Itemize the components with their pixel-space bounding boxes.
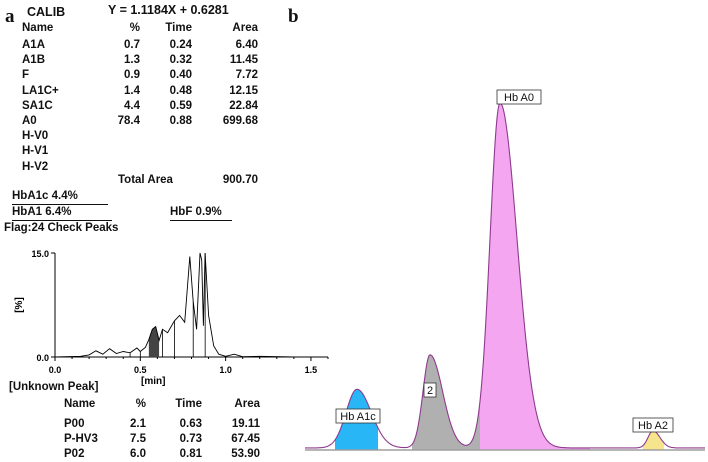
table-cell-name: A1B (22, 54, 46, 67)
peak-label-text: Hb A2 (638, 420, 668, 432)
peak-label-text: Hb A0 (504, 92, 534, 104)
header-name: Name (22, 22, 54, 34)
peak-fill-1 (412, 354, 480, 450)
calibration-report: CALIB Y = 1.1184X + 0.6281 Name % Time A… (0, 0, 290, 460)
header-pct: % (129, 22, 140, 34)
table-cell-area: 7.72 (235, 69, 258, 82)
x-tick-label: 1.0 (219, 365, 232, 375)
table-cell-pct: 4.4 (124, 99, 140, 112)
peak-label-2: Hb A0 (496, 89, 542, 105)
unknown-cell-name: P-HV3 (64, 433, 98, 445)
peak-label-text: 2 (427, 385, 433, 397)
table-cell-name: A1A (22, 39, 46, 51)
x-axis-label: [min] (141, 376, 165, 387)
total-area-value: 900.70 (222, 174, 258, 186)
unknown-cell-pct: 6.0 (130, 448, 146, 460)
unknown-cell-pct: 7.5 (130, 433, 146, 445)
header-area: Area (232, 22, 258, 34)
peak-label-box (423, 382, 437, 398)
peak-label-box (496, 89, 542, 105)
sa1c-peak-fill (148, 326, 160, 357)
panel-b-letter: b (288, 6, 299, 27)
table-cell-pct: 0.7 (124, 39, 140, 51)
table-cell-pct: 0.9 (124, 69, 140, 82)
unknown-cell-time: 0.63 (179, 418, 202, 430)
x-tick-label: 0.5 (134, 365, 147, 375)
table-cell-name: LA1C+ (22, 84, 59, 97)
hba1-result: HbA1 6.4% (12, 205, 112, 221)
y-axis-label: [%] (14, 297, 25, 313)
unknown-header-area: Area (234, 398, 260, 410)
hbf-result: HbF 0.9% (170, 205, 232, 221)
table-cell-area: 11.45 (229, 54, 258, 67)
unknown-cell-name: P02 (64, 448, 85, 460)
unknown-peak-label: [Unknown Peak] (9, 381, 99, 393)
unknown-header-time: Time (175, 398, 202, 410)
y-tick-label: 0.0 (36, 353, 49, 363)
peak-label-box (335, 408, 381, 424)
peak-label-0: Hb A1c (335, 408, 381, 424)
table-cell-name: F (22, 69, 30, 82)
table-cell-time: 0.40 (169, 69, 192, 82)
panel-a-letter: a (5, 6, 15, 27)
peak-label-1: 2 (423, 382, 437, 398)
unknown-cell-pct: 2.1 (130, 418, 146, 430)
flag-text: Flag:24 Check Peaks (4, 222, 119, 234)
peak-label-box (632, 417, 674, 433)
chromatogram-line (54, 252, 328, 358)
x-tick-label: 1.5 (305, 365, 318, 375)
table-cell-pct: 1.4 (124, 84, 140, 97)
table-cell-time: 0.88 (169, 115, 192, 127)
unknown-header-name: Name (64, 398, 96, 410)
table-cell-time: 0.59 (169, 99, 192, 112)
table-cell-area: 699.68 (222, 115, 258, 127)
unknown-header-pct: % (135, 398, 146, 410)
y-tick-label: 15.0 (31, 249, 49, 259)
table-cell-time: 0.48 (169, 84, 192, 97)
table-cell-time: 0.32 (169, 54, 192, 67)
table-cell-time: 0.24 (169, 39, 192, 51)
table-cell-name: H-V0 (22, 130, 49, 143)
unknown-cell-time: 0.73 (179, 433, 202, 445)
table-cell-pct: 1.3 (124, 54, 140, 67)
peak-fill-2 (480, 102, 590, 451)
table-cell-area: 22.84 (229, 99, 258, 112)
calib-label: CALIB (27, 5, 66, 19)
calibration-equation: Y = 1.1184X + 0.6281 (108, 3, 229, 17)
unknown-cell-time: 0.81 (179, 448, 202, 460)
x-tick-label: 0.0 (49, 365, 62, 375)
table-cell-name: SA1C (22, 99, 53, 112)
unknown-cell-name: P00 (64, 418, 85, 430)
unknown-cell-area: 19.11 (231, 418, 260, 430)
total-area-label: Total Area (118, 174, 173, 186)
table-cell-name: H-V2 (22, 160, 49, 173)
peak-label-3: Hb A2 (632, 417, 674, 433)
table-cell-pct: 78.4 (117, 115, 140, 127)
peak-fill-3 (643, 430, 664, 450)
hba1c-result: HbA1c 4.4% (12, 189, 108, 205)
table-cell-name: A0 (22, 115, 37, 127)
header-time: Time (165, 22, 192, 34)
unknown-cell-area: 53.90 (231, 448, 260, 460)
table-cell-area: 6.40 (235, 39, 258, 51)
table-cell-name: H-V1 (22, 145, 49, 158)
peak-label-text: Hb A1c (340, 411, 376, 423)
unknown-cell-area: 67.45 (231, 433, 260, 445)
table-cell-area: 12.15 (229, 84, 258, 97)
